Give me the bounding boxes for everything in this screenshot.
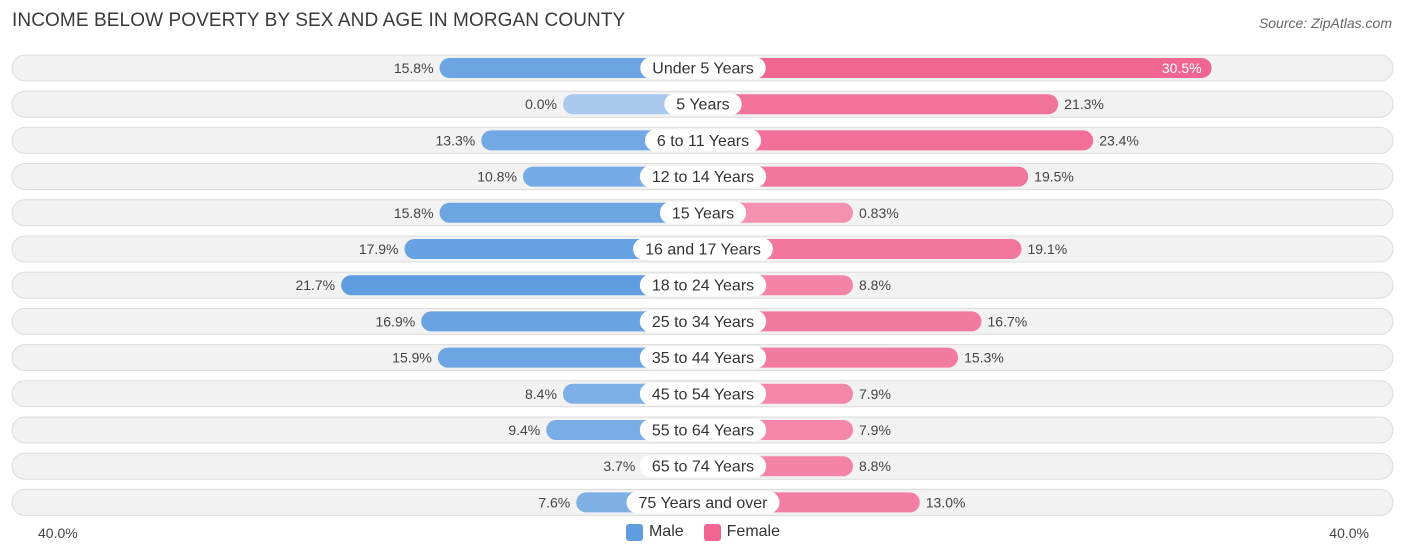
category-pill [626,491,780,514]
chart-canvas: Under 5 Years 15.8% 30.5% 5 Years 0.0% 21.3% 6… [11,54,1394,516]
category-label: 5 Years [676,97,729,114]
value-label-male: 13.3% [436,132,476,148]
bar-female [703,130,1094,151]
bar-female [703,239,1022,259]
value-label-female: 15.3% [964,350,1004,366]
category-label: 16 and 17 Years [645,242,761,259]
bar-female [703,311,982,332]
value-label-female: 13.0% [926,494,966,510]
bar-male [421,311,703,332]
value-label-female: 19.5% [1034,169,1074,185]
value-label-male: 16.9% [375,313,415,329]
bar-female [703,166,1029,187]
bar-female [703,94,1059,115]
category-pill [659,201,747,224]
category-label: 25 to 34 Years [652,314,754,331]
category-pill [639,165,767,188]
category-pill [639,455,767,478]
bar-male [439,202,703,223]
value-label-female: 7.9% [859,386,891,402]
value-label-female: 8.8% [859,277,891,293]
legend: Male Female [0,523,1406,541]
value-label-female: 23.4% [1099,132,1139,148]
category-pill [639,419,767,441]
chart-title: INCOME BELOW POVERTY BY SEX AND AGE IN M… [12,10,626,31]
category-pill [639,310,767,333]
category-pill [664,93,742,116]
category-pill [639,382,767,405]
value-label-female: 30.5% [1162,60,1202,76]
value-label-female: 21.3% [1064,96,1104,112]
bar-male [404,239,703,259]
legend-swatch-female [703,523,721,541]
value-label-female: 7.9% [859,422,891,438]
category-label: 15 Years [672,205,734,222]
value-label-female: 16.7% [987,313,1027,329]
value-label-male: 15.8% [394,60,434,76]
value-label-male: 8.4% [525,386,557,402]
category-pill [644,129,762,152]
value-label-male: 10.8% [477,169,517,185]
category-label: 35 to 44 Years [652,350,754,367]
value-label-male: 7.6% [538,494,570,510]
category-label: 55 to 64 Years [652,423,754,440]
category-pill [639,274,767,297]
bar-female [703,58,1212,78]
value-label-female: 19.1% [1027,241,1067,257]
value-label-female: 8.8% [859,458,891,474]
value-label-male: 15.9% [392,350,432,366]
axis-right-label: 40.0% [1329,525,1369,541]
bar-male [437,347,703,368]
legend-item-male[interactable]: Male [625,523,684,541]
category-label: 45 to 54 Years [652,386,754,403]
category-label: Under 5 Years [652,61,753,78]
category-pill [640,57,766,79]
value-label-male: 15.8% [394,205,434,221]
category-label: 12 to 14 Years [652,169,754,186]
bar-male [439,58,703,78]
category-pill [639,346,767,369]
axis-left-label: 40.0% [38,525,78,541]
value-label-female: 0.83% [859,205,899,221]
value-label-male: 17.9% [359,241,399,257]
category-label: 6 to 11 Years [657,133,749,150]
legend-label-female: Female [726,523,781,540]
legend-label-male: Male [648,523,684,540]
bar-female [703,347,959,368]
value-label-male: 0.0% [525,96,557,112]
source-credit: Source: ZipAtlas.com [1258,15,1392,31]
value-label-male: 3.7% [603,458,635,474]
category-label: 18 to 24 Years [652,278,754,295]
value-label-male: 9.4% [508,422,540,438]
category-label: 75 Years and over [639,495,769,512]
category-label: 65 to 74 Years [652,459,754,476]
bar-male [341,275,703,296]
legend-item-female[interactable]: Female [703,523,781,541]
legend-swatch-male [625,523,643,541]
category-pill [633,238,773,260]
value-label-male: 21.7% [295,277,335,293]
